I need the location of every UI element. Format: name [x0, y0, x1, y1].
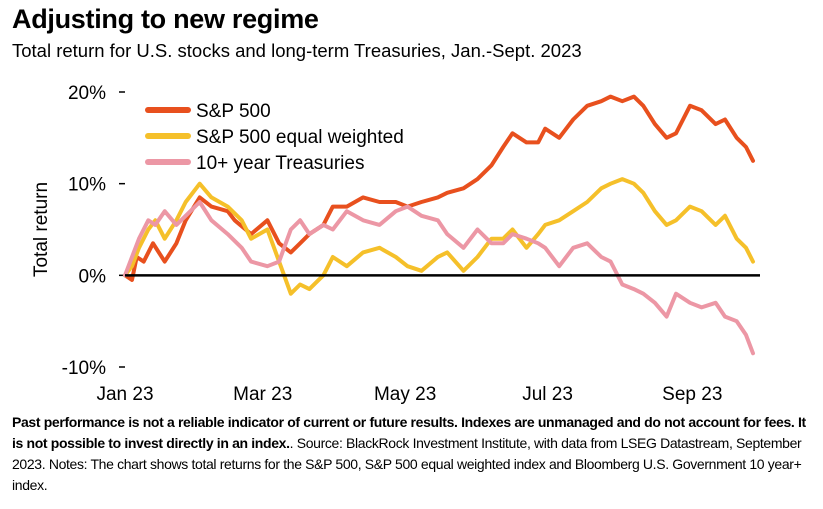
footnote-disclaimer: Past performance is not a reliable indic… [12, 414, 806, 451]
x-tick-label: Jan 23 [96, 384, 153, 405]
footnote: Past performance is not a reliable indic… [12, 412, 818, 496]
legend-label: S&P 500 [196, 101, 271, 122]
legend-label: 10+ year Treasuries [196, 153, 364, 174]
y-tick-label: -10% [62, 358, 106, 379]
series-line-1 [123, 177, 755, 296]
y-tick-label: 0% [79, 266, 107, 287]
chart-title: Adjusting to new regime [12, 4, 319, 34]
y-tick-label: 20% [68, 83, 106, 104]
y-axis-label: Total return [31, 182, 52, 277]
series-line-2 [123, 200, 755, 356]
x-tick-label: Mar 23 [233, 384, 292, 405]
x-tick-label: May 23 [374, 384, 436, 405]
y-tick-label: 10% [68, 175, 106, 196]
footnote-source: . Source: BlackRock Investment Institute… [12, 435, 802, 493]
legend-label: S&P 500 equal weighted [196, 127, 404, 148]
x-tick-label: Sep 23 [662, 384, 722, 405]
x-tick-label: Jul 23 [522, 384, 573, 405]
chart-subtitle: Total return for U.S. stocks and long-te… [12, 40, 582, 61]
series-line-0 [123, 94, 755, 282]
